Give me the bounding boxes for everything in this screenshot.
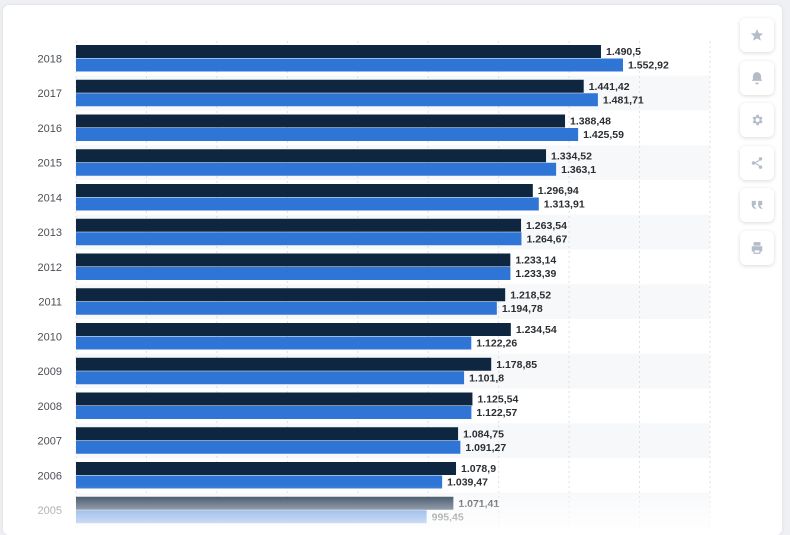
gear-icon bbox=[752, 114, 763, 126]
bar-series-2 bbox=[76, 58, 623, 72]
bar-series-1 bbox=[76, 357, 492, 371]
category-label: 2010 bbox=[38, 331, 62, 343]
bar-series-1 bbox=[76, 114, 566, 128]
data-label: 1.441,42 bbox=[589, 81, 630, 93]
bar-series-2 bbox=[76, 406, 472, 419]
category-label: 2016 bbox=[38, 123, 62, 135]
bar-series-2 bbox=[76, 336, 472, 350]
bar-series-1 bbox=[76, 253, 511, 267]
bar-series-1 bbox=[76, 462, 457, 475]
category-label: 2013 bbox=[38, 227, 62, 239]
category-label: 2018 bbox=[38, 53, 62, 65]
data-label: 1.218,52 bbox=[510, 289, 551, 301]
data-label: 1.481,71 bbox=[603, 94, 644, 106]
settings-button[interactable] bbox=[740, 103, 774, 138]
data-label: 1.084,75 bbox=[463, 428, 504, 440]
data-label: 995,45 bbox=[432, 511, 464, 523]
bar-series-2 bbox=[76, 197, 539, 211]
bar-series-2 bbox=[76, 440, 461, 454]
bar-series-2 bbox=[76, 93, 598, 107]
print-button[interactable] bbox=[740, 230, 774, 265]
chart-card: 2018 2017 2016 2015 2014 2013 2012 2011 2010 2009… bbox=[3, 5, 782, 535]
chart-toolbar bbox=[740, 18, 774, 274]
category-label: 2011 bbox=[38, 297, 62, 309]
bar-series-1 bbox=[76, 427, 459, 441]
data-label: 1.363,1 bbox=[561, 164, 596, 176]
star-icon bbox=[750, 29, 764, 41]
share-icon bbox=[751, 156, 763, 169]
data-label: 1.078,9 bbox=[461, 463, 496, 475]
category-label: 2005 bbox=[38, 505, 62, 517]
notification-button[interactable] bbox=[740, 60, 774, 95]
category-label: 2014 bbox=[38, 192, 62, 204]
bar-series-2 bbox=[76, 162, 557, 176]
category-label: 2008 bbox=[38, 401, 62, 413]
bar-series-2 bbox=[76, 510, 427, 524]
data-label: 1.101,8 bbox=[469, 372, 504, 384]
data-label: 1.039,47 bbox=[447, 477, 488, 489]
category-label: 2007 bbox=[38, 436, 62, 448]
data-label: 1.071,41 bbox=[458, 498, 499, 510]
data-label: 1.194,78 bbox=[502, 303, 543, 315]
data-label: 1.552,92 bbox=[628, 60, 669, 72]
category-label: 2009 bbox=[38, 366, 62, 378]
data-label: 1.313,91 bbox=[544, 199, 585, 211]
data-label: 1.091,27 bbox=[465, 442, 506, 454]
data-label: 1.122,26 bbox=[476, 338, 517, 350]
category-label: 2012 bbox=[38, 262, 62, 274]
bar-series-2 bbox=[76, 371, 465, 385]
bar-series-2 bbox=[76, 128, 579, 141]
data-label: 1.490,5 bbox=[606, 46, 641, 58]
data-label: 1.233,39 bbox=[515, 268, 556, 280]
bar-series-1 bbox=[76, 79, 584, 93]
print-icon bbox=[751, 242, 763, 254]
quote-icon bbox=[751, 201, 763, 210]
bar-series-2 bbox=[76, 475, 443, 489]
data-label: 1.264,67 bbox=[526, 233, 567, 245]
share-button[interactable] bbox=[740, 145, 774, 180]
data-label: 1.263,54 bbox=[526, 220, 567, 232]
bell-icon bbox=[751, 71, 763, 85]
bar-chart: 2018 2017 2016 2015 2014 2013 2012 2011 2010 2009… bbox=[38, 41, 711, 530]
bar-series-2 bbox=[76, 232, 522, 246]
data-label: 1.296,94 bbox=[538, 185, 579, 197]
data-label: 1.178,85 bbox=[496, 359, 537, 371]
category-label: 2006 bbox=[38, 470, 62, 482]
bar-series-1 bbox=[76, 496, 454, 510]
data-label: 1.122,57 bbox=[476, 407, 517, 419]
bar-series-1 bbox=[76, 323, 511, 336]
bar-series-1 bbox=[76, 149, 547, 163]
bar-series-1 bbox=[76, 218, 522, 232]
bar-series-2 bbox=[76, 267, 511, 280]
cite-button[interactable] bbox=[740, 188, 774, 223]
bar-series-1 bbox=[76, 184, 533, 197]
category-label: 2015 bbox=[38, 158, 62, 170]
data-label: 1.388,48 bbox=[570, 116, 611, 128]
favorite-button[interactable] bbox=[740, 18, 774, 52]
bar-series-1 bbox=[76, 45, 601, 58]
data-label: 1.425,59 bbox=[583, 129, 624, 141]
data-label: 1.334,52 bbox=[551, 150, 592, 162]
bar-series-2 bbox=[76, 301, 497, 315]
data-label: 1.233,14 bbox=[515, 255, 556, 267]
category-label: 2017 bbox=[38, 88, 62, 100]
data-label: 1.125,54 bbox=[477, 394, 518, 406]
bar-series-1 bbox=[76, 392, 473, 406]
bar-series-1 bbox=[76, 288, 506, 302]
data-label: 1.234,54 bbox=[516, 324, 557, 336]
